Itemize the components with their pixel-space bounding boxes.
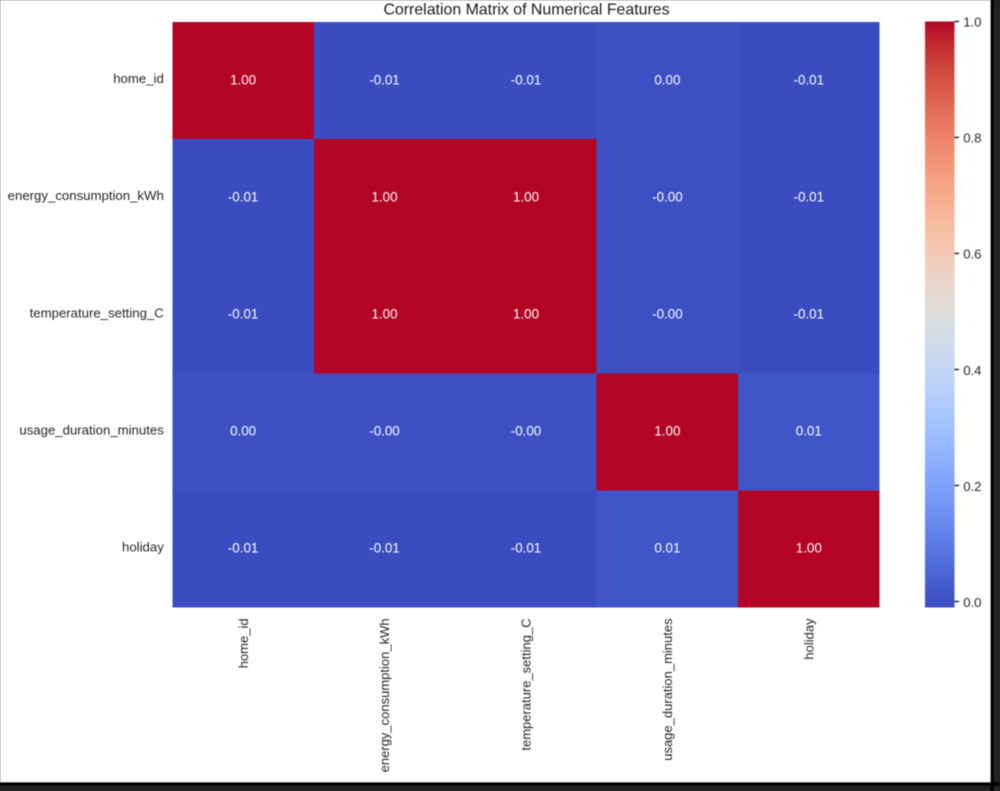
svg-text:-0.01: -0.01 bbox=[369, 72, 400, 87]
svg-text:1.00: 1.00 bbox=[230, 72, 256, 87]
svg-text:-0.01: -0.01 bbox=[228, 189, 259, 204]
svg-text:0.00: 0.00 bbox=[654, 72, 680, 87]
svg-text:-0.01: -0.01 bbox=[228, 307, 259, 322]
svg-text:-0.01: -0.01 bbox=[511, 541, 542, 556]
svg-text:0.00: 0.00 bbox=[230, 424, 256, 439]
svg-text:-0.01: -0.01 bbox=[794, 189, 825, 204]
svg-text:temperature_setting_C: temperature_setting_C bbox=[519, 618, 534, 750]
svg-text:1.00: 1.00 bbox=[654, 424, 680, 439]
svg-text:1.0: 1.0 bbox=[963, 15, 981, 30]
svg-text:1.00: 1.00 bbox=[796, 541, 822, 556]
svg-text:1.00: 1.00 bbox=[513, 189, 539, 204]
svg-text:energy_consumption_kWh: energy_consumption_kWh bbox=[8, 188, 164, 203]
svg-text:temperature_setting_C: temperature_setting_C bbox=[30, 305, 165, 320]
svg-text:holiday: holiday bbox=[122, 539, 164, 554]
svg-text:1.00: 1.00 bbox=[371, 307, 397, 322]
svg-text:-0.00: -0.00 bbox=[652, 189, 683, 204]
svg-text:0.4: 0.4 bbox=[963, 363, 981, 378]
svg-text:energy_consumption_kWh: energy_consumption_kWh bbox=[377, 618, 392, 772]
svg-text:-0.00: -0.00 bbox=[652, 307, 683, 322]
svg-text:1.00: 1.00 bbox=[371, 189, 397, 204]
svg-text:0.01: 0.01 bbox=[654, 541, 680, 556]
svg-text:-0.01: -0.01 bbox=[794, 307, 825, 322]
svg-text:-0.01: -0.01 bbox=[369, 541, 400, 556]
svg-text:0.0: 0.0 bbox=[963, 595, 981, 610]
svg-text:1.00: 1.00 bbox=[513, 307, 539, 322]
svg-text:-0.01: -0.01 bbox=[794, 72, 825, 87]
svg-text:-0.01: -0.01 bbox=[511, 72, 542, 87]
svg-text:-0.01: -0.01 bbox=[228, 541, 259, 556]
svg-text:-0.00: -0.00 bbox=[369, 424, 400, 439]
svg-text:usage_duration_minutes: usage_duration_minutes bbox=[660, 618, 675, 761]
svg-text:holiday: holiday bbox=[802, 618, 817, 660]
svg-text:home_id: home_id bbox=[113, 71, 164, 86]
svg-text:0.01: 0.01 bbox=[796, 424, 822, 439]
svg-text:0.2: 0.2 bbox=[963, 479, 981, 494]
svg-text:-0.00: -0.00 bbox=[511, 424, 542, 439]
svg-text:Correlation Matrix of Numerica: Correlation Matrix of Numerical Features bbox=[383, 1, 669, 18]
svg-text:home_id: home_id bbox=[236, 618, 251, 668]
svg-text:usage_duration_minutes: usage_duration_minutes bbox=[19, 422, 164, 437]
svg-text:0.6: 0.6 bbox=[963, 247, 981, 262]
svg-text:0.8: 0.8 bbox=[963, 131, 981, 146]
